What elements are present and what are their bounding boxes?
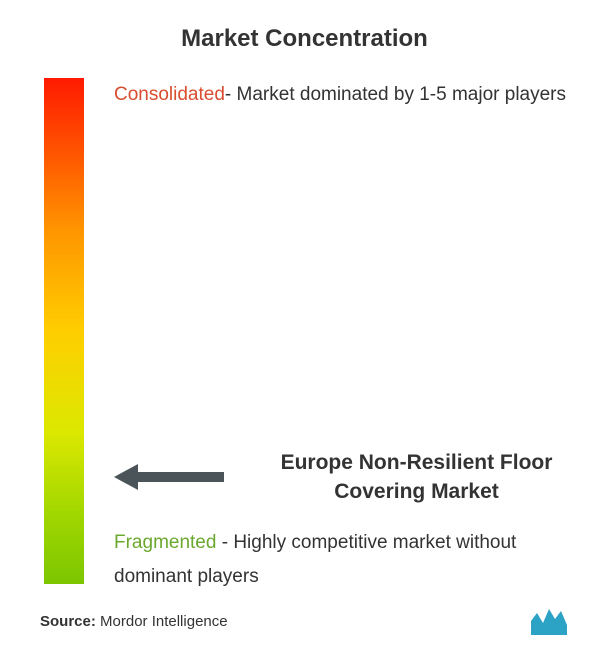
consolidated-description: Consolidated- Market dominated by 1-5 ma… (114, 78, 579, 112)
consolidated-text: - Market dominated by 1-5 major players (225, 84, 566, 105)
market-name: Europe Non-Resilient Floor Covering Mark… (254, 448, 579, 507)
fragmented-description: Fragmented - Highly competitive market w… (114, 526, 579, 594)
footer: Source: Mordor Intelligence (40, 607, 569, 635)
market-pointer: Europe Non-Resilient Floor Covering Mark… (114, 448, 579, 507)
source-attribution: Source: Mordor Intelligence (40, 613, 228, 630)
page-title: Market Concentration (30, 25, 579, 53)
source-value: Mordor Intelligence (96, 613, 228, 630)
concentration-gradient-bar (44, 78, 84, 584)
content-area: Consolidated- Market dominated by 1-5 ma… (30, 78, 579, 588)
text-area: Consolidated- Market dominated by 1-5 ma… (84, 78, 579, 588)
fragmented-label: Fragmented (114, 532, 216, 553)
arrow-left-icon (114, 464, 224, 490)
source-label: Source: (40, 613, 96, 630)
brand-logo-icon (529, 607, 569, 635)
consolidated-label: Consolidated (114, 84, 225, 105)
